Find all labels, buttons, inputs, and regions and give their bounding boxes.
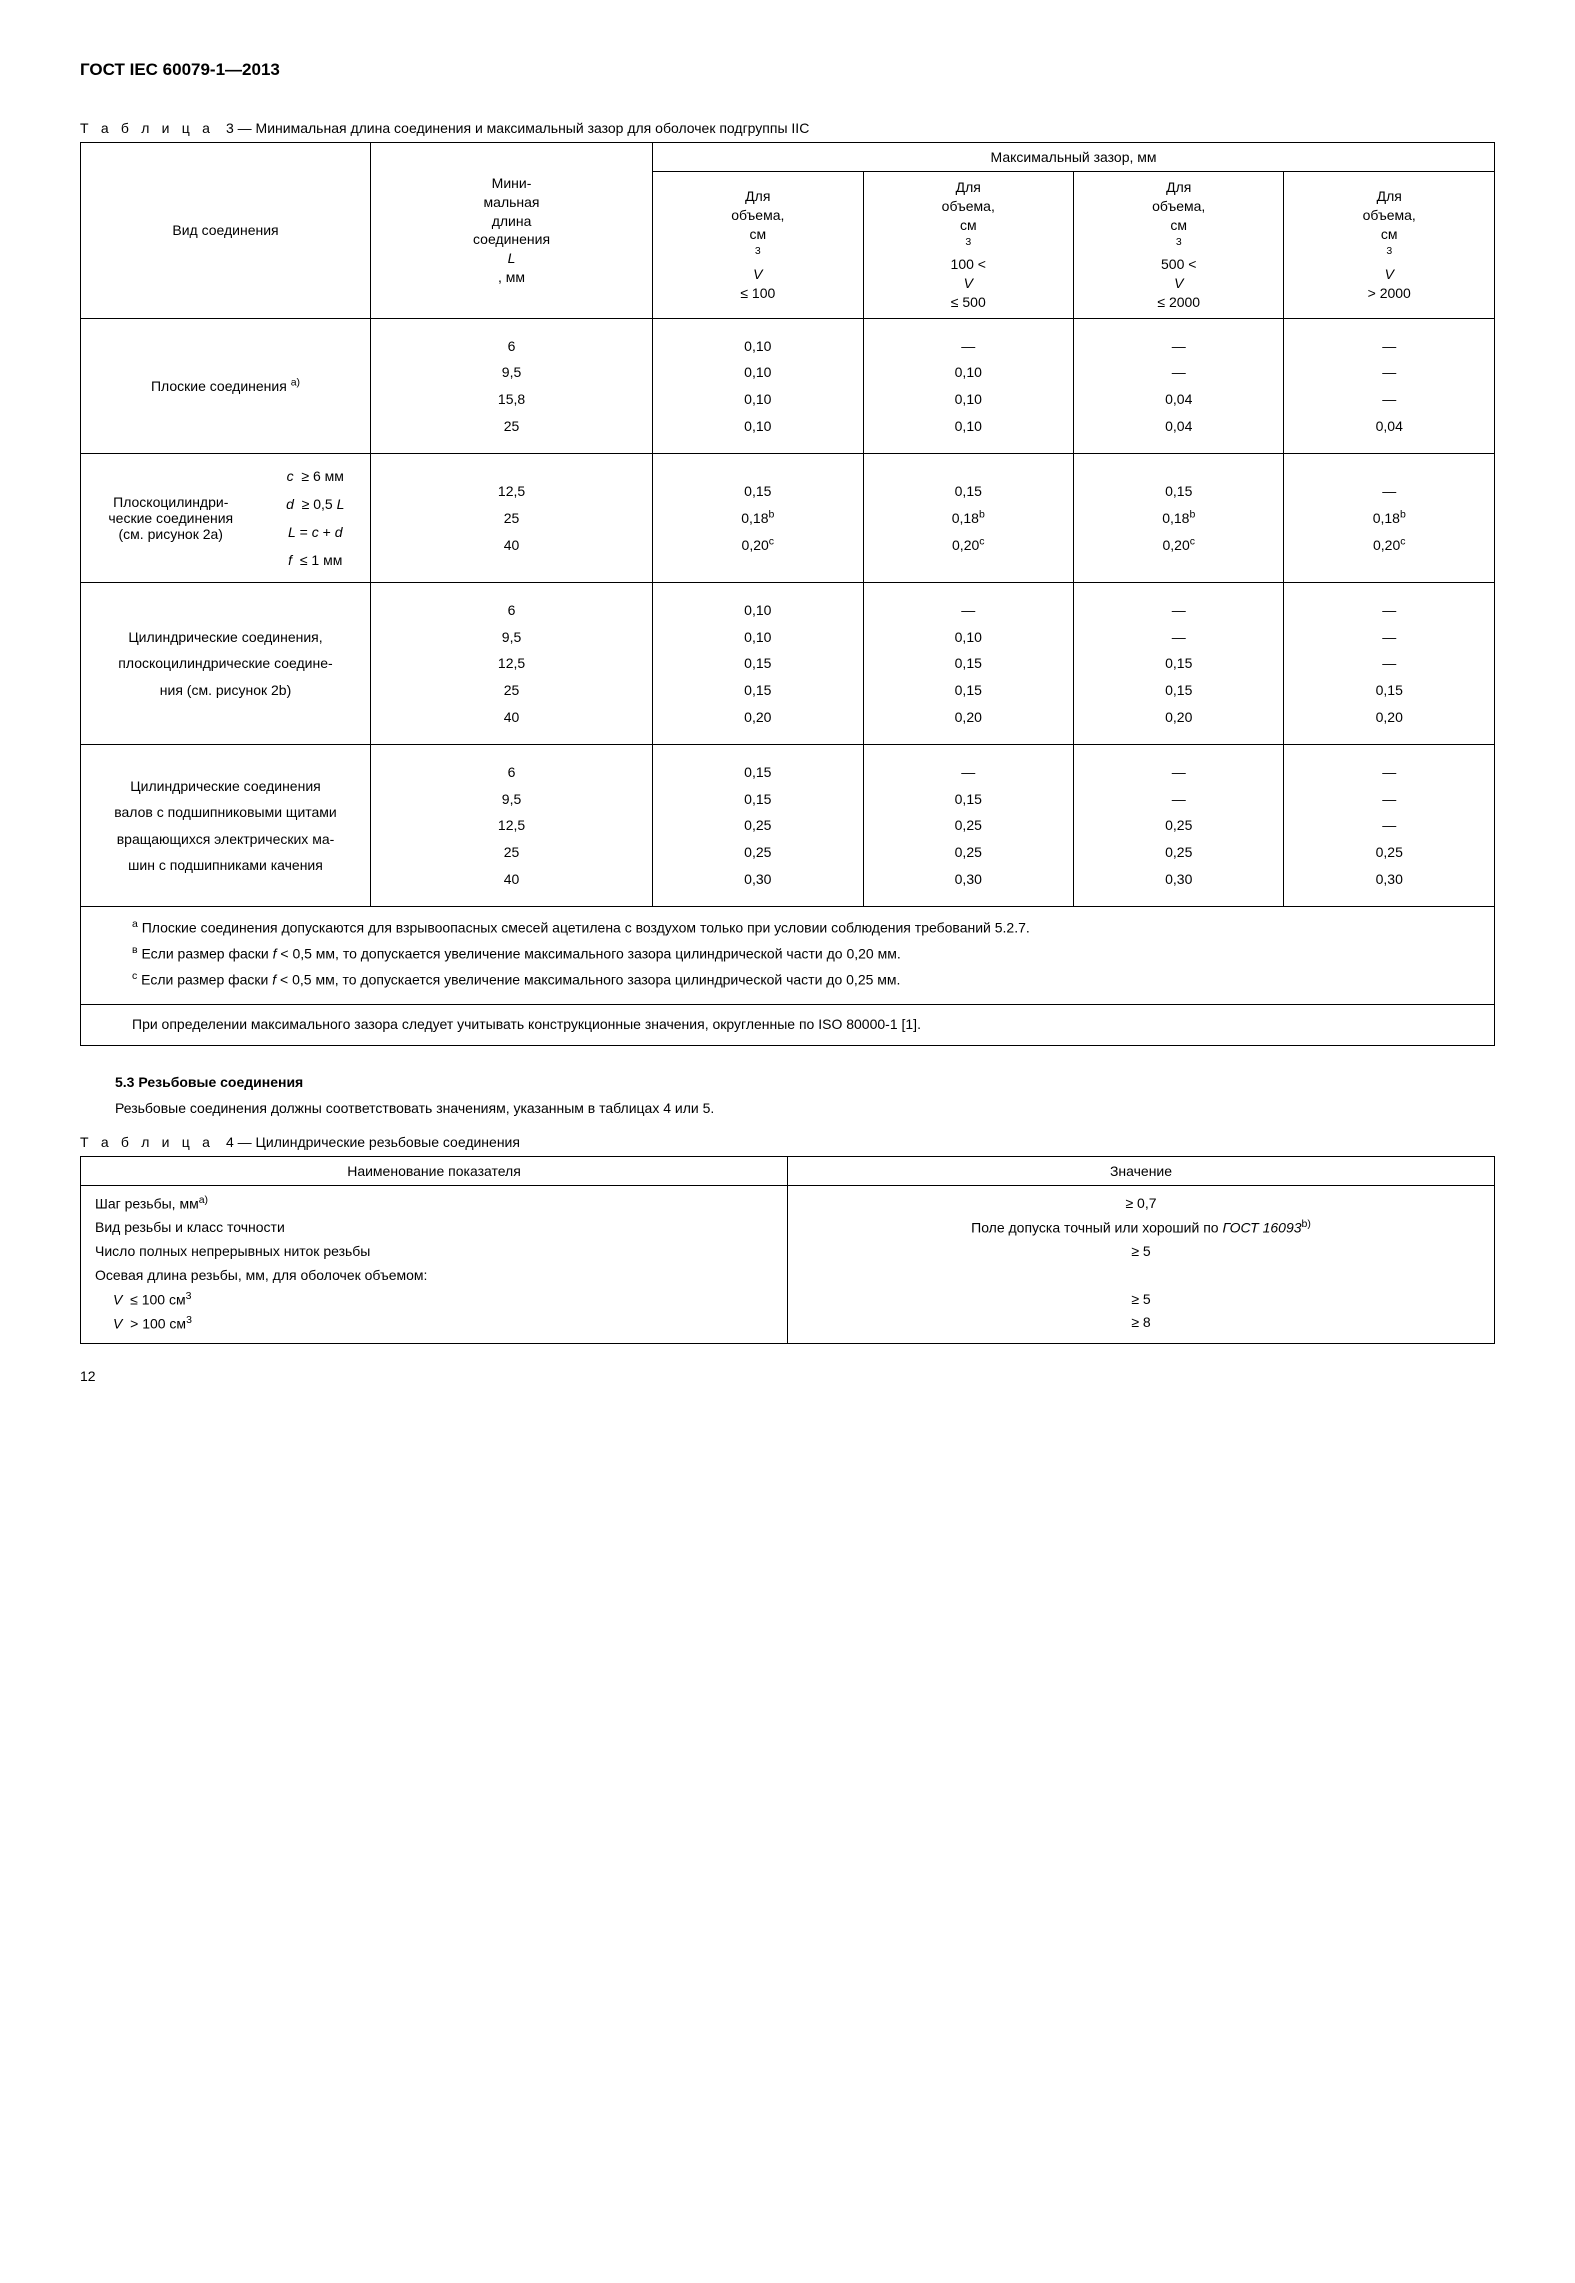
th-vol1: Дляобъема,см3V ≤ 100 xyxy=(653,172,863,319)
t4-header-left: Наименование показателя xyxy=(81,1156,788,1185)
table-row: Цилиндрические соединения валов с подшип… xyxy=(81,745,1495,907)
th-vol3: Дляобъема,см3500 < V ≤ 2000 xyxy=(1074,172,1284,319)
page-number: 12 xyxy=(80,1368,1495,1384)
row3-label: Цилиндрические соединения, плоскоцилиндр… xyxy=(81,583,371,745)
table-row: Цилиндрические соединения, плоскоцилиндр… xyxy=(81,583,1495,745)
th-vol4: Дляобъема,см3V > 2000 xyxy=(1284,172,1495,319)
row2-label: Плоскоцилиндри- ческие соединения (см. р… xyxy=(81,454,261,583)
th-vol2: Дляобъема,см3100 < V ≤ 500 xyxy=(863,172,1073,319)
table3-caption: Т а б л и ц а 3 — Минимальная длина соед… xyxy=(80,120,1495,136)
table-row: Плоские соединения а) 6 9,5 15,8 25 0,10… xyxy=(81,318,1495,453)
table-row: Шаг резьбы, ммa) Вид резьбы и класс точн… xyxy=(81,1185,1495,1343)
table4-caption: Т а б л и ц а 4 — Цилиндрические резьбов… xyxy=(80,1134,1495,1150)
document-header: ГОСТ IEC 60079-1—2013 xyxy=(80,60,1495,80)
th-minlen: Мини- мальная длина соединения L, мм xyxy=(371,143,653,319)
table4: Наименование показателя Значение Шаг рез… xyxy=(80,1156,1495,1344)
row4-label: Цилиндрические соединения валов с подшип… xyxy=(81,745,371,907)
th-type: Вид соединения xyxy=(81,143,371,319)
th-maxgap: Максимальный зазор, мм xyxy=(653,143,1495,172)
row1-label: Плоские соединения а) xyxy=(81,318,371,453)
section-5-3-heading: 5.3 Резьбовые соединения xyxy=(80,1074,1495,1090)
t4-header-right: Значение xyxy=(788,1156,1495,1185)
table-row: Плоскоцилиндри- ческие соединения (см. р… xyxy=(81,454,1495,583)
caption-label: Т а б л и ц а xyxy=(80,120,214,136)
table3: Вид соединения Мини- мальная длина соеди… xyxy=(80,142,1495,907)
table3-footnotes: а Плоские соединения допускаются для взр… xyxy=(80,907,1495,1005)
table3-info: При определении максимального зазора сле… xyxy=(80,1005,1495,1046)
section-5-3-text: Резьбовые соединения должны соответствов… xyxy=(80,1100,1495,1116)
